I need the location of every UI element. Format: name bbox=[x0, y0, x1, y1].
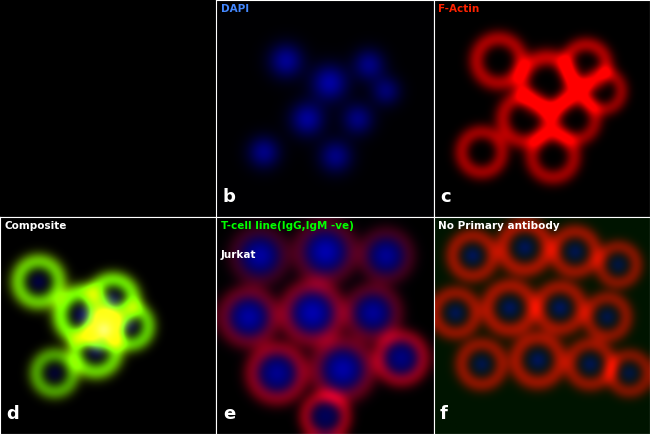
Text: f: f bbox=[440, 405, 448, 423]
Text: B-cell line(IgG,IgM +ve): B-cell line(IgG,IgM +ve) bbox=[6, 221, 146, 231]
Text: Jurkat: Jurkat bbox=[221, 250, 256, 260]
Text: F-Actin: F-Actin bbox=[438, 4, 479, 14]
Text: b: b bbox=[223, 188, 236, 206]
Text: e: e bbox=[223, 405, 235, 423]
Text: d: d bbox=[6, 405, 20, 423]
Text: Composite: Composite bbox=[5, 221, 67, 231]
Text: c: c bbox=[440, 188, 450, 206]
Text: T-cell line(IgG,IgM -ve): T-cell line(IgG,IgM -ve) bbox=[221, 221, 354, 231]
Text: Daudi: Daudi bbox=[6, 250, 41, 260]
Text: No Primary antibody: No Primary antibody bbox=[438, 221, 560, 231]
Text: a: a bbox=[10, 405, 21, 423]
Text: DAPI: DAPI bbox=[221, 4, 249, 14]
